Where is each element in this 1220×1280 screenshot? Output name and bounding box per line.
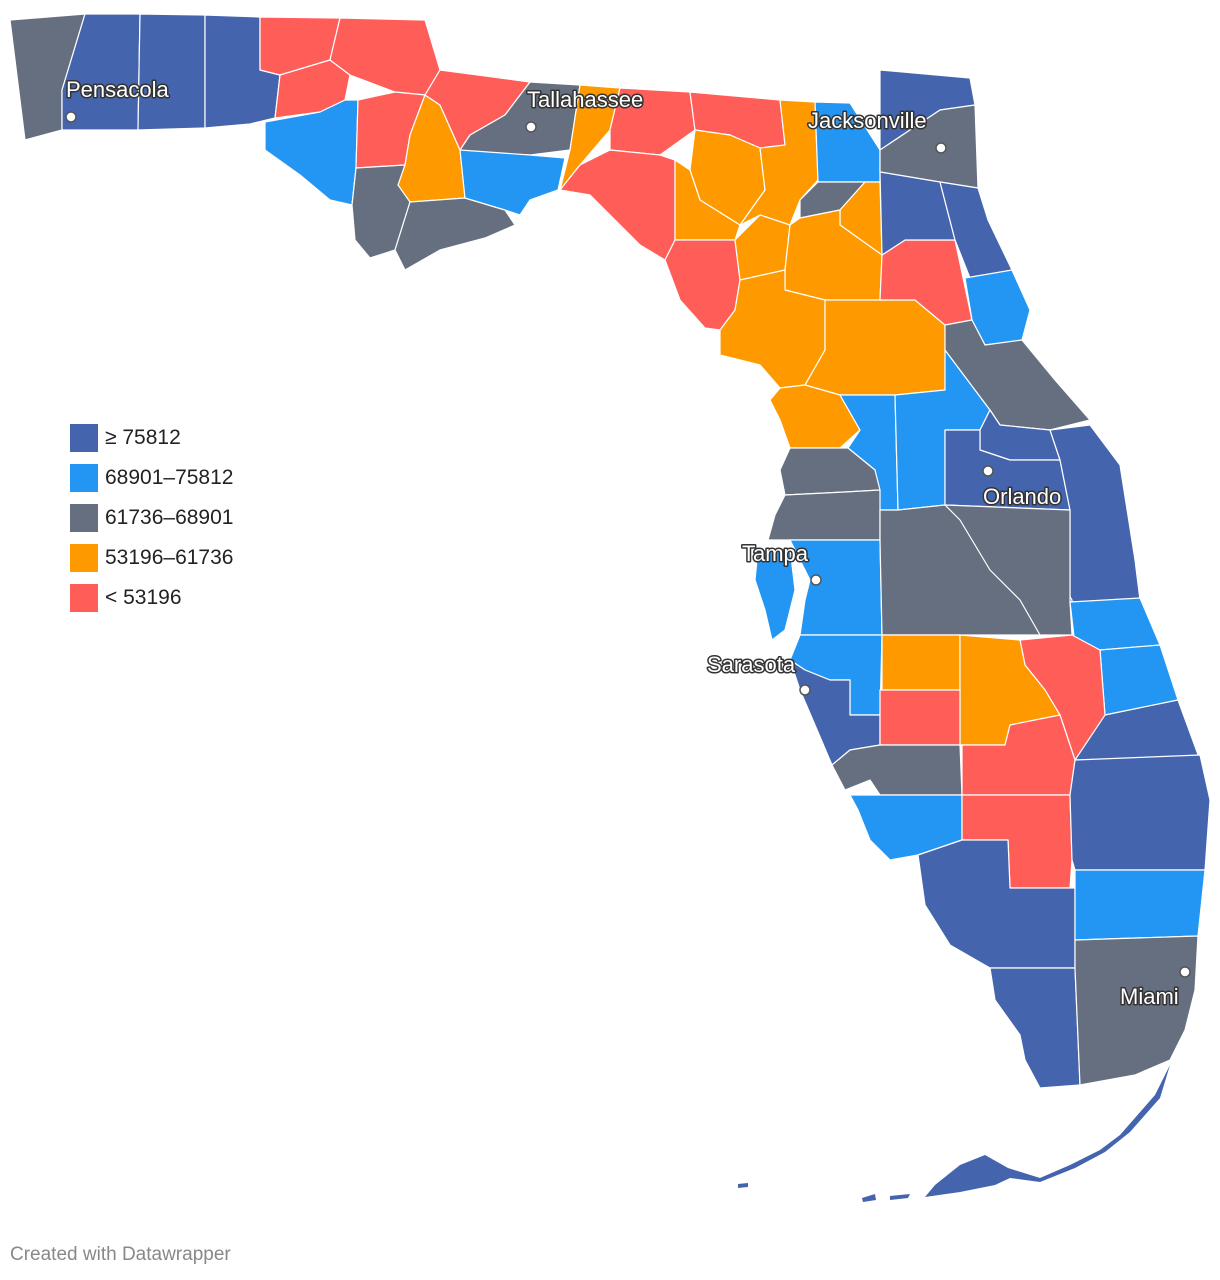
city-dot-tallahassee [525, 121, 537, 133]
city-label-orlando: Orlando [983, 484, 1061, 509]
county-marion[interactable] [804, 299, 946, 396]
legend-swatch [70, 464, 98, 492]
legend-swatch [70, 584, 98, 612]
city-label-jacksonville: Jacksonville [808, 108, 927, 133]
florida-keys-west [738, 1183, 910, 1202]
legend-item: ≥ 75812 [70, 418, 233, 458]
legend-swatch [70, 544, 98, 572]
county-miami-dade[interactable] [1074, 935, 1199, 1086]
city-labels: Pensacola Tallahassee Jacksonville Orlan… [65, 76, 1181, 1011]
keys [738, 1065, 1170, 1202]
county-pasco[interactable] [767, 489, 881, 541]
legend-swatch [70, 504, 98, 532]
county-charlotte[interactable] [831, 744, 963, 796]
county-dixie[interactable] [664, 239, 741, 331]
county-pinellas[interactable] [754, 547, 796, 641]
county-volusia[interactable] [944, 319, 1091, 431]
legend-swatch [70, 424, 98, 452]
city-dot-jacksonville [935, 142, 947, 154]
legend-label: 53196–61736 [105, 546, 234, 569]
city-dot-miami [1179, 966, 1191, 978]
legend-item: 53196–61736 [70, 538, 233, 578]
legend-label: 68901–75812 [105, 466, 234, 489]
county-okaloosa[interactable] [137, 13, 206, 131]
city-label-pensacola: Pensacola [66, 77, 170, 102]
city-dot-sarasota [799, 684, 811, 696]
city-markers [65, 111, 1191, 978]
counties [9, 13, 1211, 1089]
county-hardee[interactable] [881, 634, 961, 691]
city-label-tallahassee: Tallahassee [527, 87, 643, 112]
legend-item: 68901–75812 [70, 458, 233, 498]
city-dot-pensacola [65, 111, 77, 123]
city-dot-tampa [810, 574, 822, 586]
county-osceola[interactable] [944, 504, 1073, 636]
city-label-sarasota: Sarasota [707, 652, 796, 677]
city-label-tampa: Tampa [742, 541, 809, 566]
legend-item: 61736–68901 [70, 498, 233, 538]
county-clay[interactable] [879, 171, 956, 256]
county-desoto[interactable] [879, 689, 961, 746]
county-santa-rosa[interactable] [61, 13, 141, 131]
county-broward[interactable] [1074, 869, 1206, 941]
datawrapper-credit[interactable]: Created with Datawrapper [10, 1244, 231, 1265]
florida-keys [925, 1065, 1170, 1197]
legend-label: ≥ 75812 [105, 426, 181, 449]
county-palm-beach[interactable] [1069, 754, 1211, 871]
legend-item: < 53196 [70, 578, 233, 618]
county-wakulla[interactable] [459, 149, 566, 216]
legend-label: 61736–68901 [105, 506, 234, 529]
county-franklin[interactable] [394, 197, 516, 271]
county-monroe-mainland[interactable] [989, 967, 1081, 1089]
legend: ≥ 75812 68901–75812 61736–68901 53196–61… [70, 418, 233, 618]
city-label-miami: Miami [1120, 984, 1179, 1009]
legend-label: < 53196 [105, 586, 182, 609]
city-dot-orlando [982, 465, 994, 477]
